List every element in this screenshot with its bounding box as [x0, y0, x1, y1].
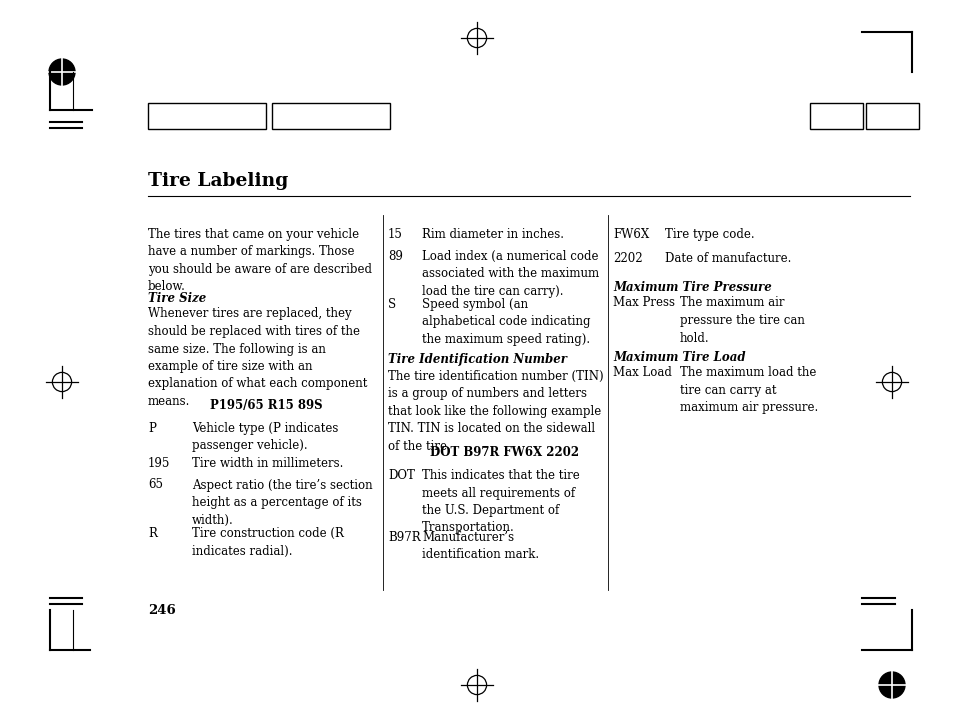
Text: Speed symbol (an
alphabetical code indicating
the maximum speed rating).: Speed symbol (an alphabetical code indic…	[421, 298, 590, 346]
Text: This indicates that the tire
meets all requirements of
the U.S. Department of
Tr: This indicates that the tire meets all r…	[421, 469, 579, 535]
Text: Tire Size: Tire Size	[148, 292, 206, 305]
Text: Aspect ratio (the tire’s section
height as a percentage of its
width).: Aspect ratio (the tire’s section height …	[192, 479, 373, 527]
Circle shape	[878, 672, 904, 698]
Text: DOT B97R FW6X 2202: DOT B97R FW6X 2202	[430, 445, 578, 459]
Text: The maximum air
pressure the tire can
hold.: The maximum air pressure the tire can ho…	[679, 297, 804, 344]
Text: 195: 195	[148, 457, 171, 470]
Text: 2202: 2202	[613, 251, 642, 265]
Text: Vehicle type (P indicates
passenger vehicle).: Vehicle type (P indicates passenger vehi…	[192, 422, 338, 452]
Text: DOT: DOT	[388, 469, 415, 482]
Text: P: P	[148, 422, 155, 435]
Text: R: R	[148, 527, 156, 540]
Text: 15: 15	[388, 228, 402, 241]
Bar	[865, 103, 918, 129]
Text: 246: 246	[148, 604, 175, 617]
Text: Whenever tires are replaced, they
should be replaced with tires of the
same size: Whenever tires are replaced, they should…	[148, 307, 367, 408]
Text: S: S	[388, 298, 395, 311]
Text: FW6X: FW6X	[613, 228, 649, 241]
Text: Maximum Tire Pressure: Maximum Tire Pressure	[613, 281, 771, 294]
Text: The maximum load the
tire can carry at
maximum air pressure.: The maximum load the tire can carry at m…	[679, 366, 818, 415]
Text: Maximum Tire Load: Maximum Tire Load	[613, 351, 745, 364]
Text: Max Load: Max Load	[613, 366, 671, 380]
Bar	[148, 103, 266, 129]
Text: Tire construction code (R
indicates radial).: Tire construction code (R indicates radi…	[192, 527, 343, 557]
Text: Manufacturer’s
identification mark.: Manufacturer’s identification mark.	[421, 531, 538, 562]
Text: The tire identification number (TIN)
is a group of numbers and letters
that look: The tire identification number (TIN) is …	[388, 370, 603, 453]
Text: Max Press: Max Press	[613, 297, 675, 310]
Text: Load index (a numerical code
associated with the maximum
load the tire can carry: Load index (a numerical code associated …	[421, 249, 598, 297]
Text: The tires that came on your vehicle
have a number of markings. Those
you should : The tires that came on your vehicle have…	[148, 228, 372, 293]
Text: Tire width in millimeters.: Tire width in millimeters.	[192, 457, 343, 470]
Text: P195/65 R15 89S: P195/65 R15 89S	[210, 398, 322, 412]
Text: Tire Labeling: Tire Labeling	[148, 172, 288, 190]
Text: B97R: B97R	[388, 531, 420, 544]
Text: Tire type code.: Tire type code.	[664, 228, 754, 241]
Circle shape	[49, 59, 75, 85]
Text: 65: 65	[148, 479, 163, 491]
Bar	[809, 103, 862, 129]
Bar	[272, 103, 390, 129]
Text: Tire Identification Number: Tire Identification Number	[388, 352, 566, 366]
Text: 89: 89	[388, 249, 402, 263]
Text: Date of manufacture.: Date of manufacture.	[664, 251, 791, 265]
Text: Rim diameter in inches.: Rim diameter in inches.	[421, 228, 563, 241]
